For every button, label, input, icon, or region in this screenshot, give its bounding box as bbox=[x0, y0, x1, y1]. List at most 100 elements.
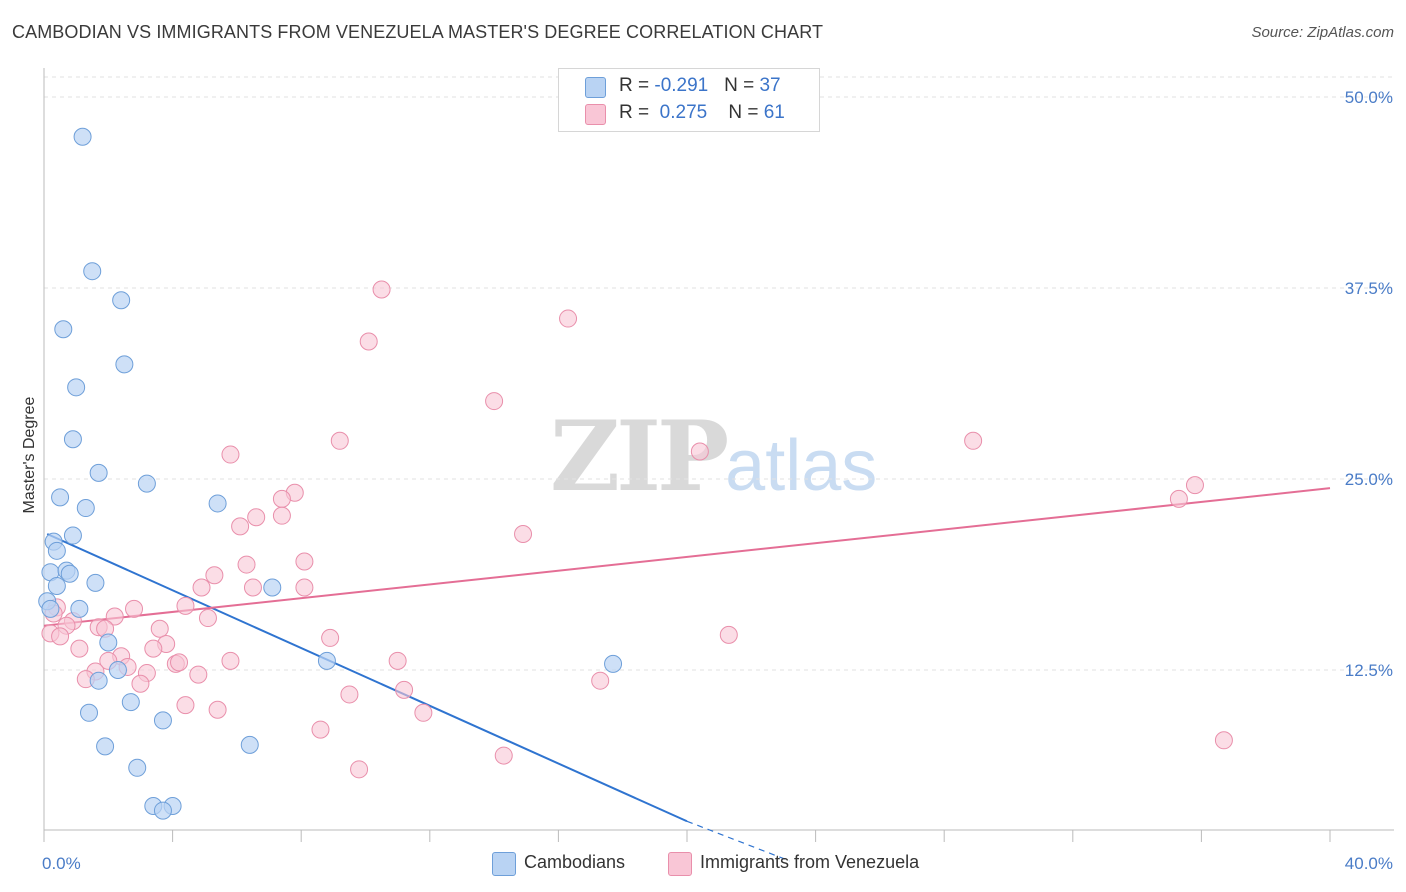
venezuela-point bbox=[208, 700, 227, 719]
cambodians-point bbox=[96, 737, 115, 756]
venezuela-point bbox=[125, 599, 144, 618]
venezuela-point bbox=[690, 442, 709, 461]
cambodians-point bbox=[51, 488, 70, 507]
venezuela-point bbox=[176, 596, 195, 615]
axes bbox=[43, 68, 1394, 842]
r-value: 0.275 bbox=[654, 102, 708, 123]
venezuela-point bbox=[1169, 489, 1188, 508]
cambodians-point bbox=[47, 541, 66, 560]
cambodians-point bbox=[67, 378, 86, 397]
chart-title: CAMBODIAN VS IMMIGRANTS FROM VENEZUELA M… bbox=[12, 22, 824, 42]
venezuela-point bbox=[295, 552, 314, 571]
venezuela-point bbox=[144, 639, 163, 658]
r-label: R = bbox=[619, 75, 655, 96]
cambodians-point bbox=[41, 599, 60, 618]
stats-legend: R = -0.291 N = 37 R = 0.275 N = 61 bbox=[558, 68, 820, 132]
tick-labels: 12.5% 25.0% 37.5% 50.0% 0.0% 40.0% bbox=[42, 88, 1393, 873]
venezuela-legend-swatch bbox=[668, 852, 692, 876]
cambodians-point bbox=[60, 564, 79, 583]
venezuela-point bbox=[192, 578, 211, 597]
cambodians-point bbox=[89, 671, 108, 690]
cambodians-trend bbox=[46, 533, 791, 862]
venezuela-point bbox=[414, 703, 433, 722]
n-label: N = bbox=[724, 75, 760, 96]
venezuela-point bbox=[559, 309, 578, 328]
venezuela-point bbox=[359, 332, 378, 351]
cambodians-point bbox=[83, 262, 102, 281]
cambodians-points bbox=[38, 127, 623, 820]
y-tick-label: 50.0% bbox=[1345, 88, 1393, 107]
venezuela-point bbox=[198, 609, 217, 628]
cambodians-point bbox=[63, 526, 82, 545]
venezuela-point bbox=[395, 680, 414, 699]
cambodians-point bbox=[263, 578, 282, 597]
y-tick-label: 12.5% bbox=[1345, 661, 1393, 680]
venezuela-point bbox=[221, 651, 240, 670]
venezuela-point bbox=[1185, 476, 1204, 495]
cambodians-point bbox=[80, 703, 99, 722]
venezuela-point bbox=[372, 280, 391, 299]
venezuela-point bbox=[321, 628, 340, 647]
venezuela-point bbox=[247, 508, 266, 527]
cambodians-legend-label: Cambodians bbox=[524, 852, 626, 872]
cambodians-point bbox=[99, 633, 118, 652]
venezuela-legend-label: Immigrants from Venezuela bbox=[700, 852, 920, 872]
cambodians-point bbox=[317, 651, 336, 670]
venezuela-point bbox=[388, 651, 407, 670]
cambodians-point bbox=[240, 735, 259, 754]
cambodians-point bbox=[86, 573, 105, 592]
venezuela-swatch bbox=[585, 104, 606, 125]
cambodians-swatch bbox=[585, 77, 606, 98]
cambodians-point bbox=[63, 430, 82, 449]
cambodians-point bbox=[76, 499, 95, 518]
venezuela-point bbox=[243, 578, 262, 597]
watermark-atlas: atlas bbox=[725, 426, 878, 506]
cambodians-point bbox=[89, 463, 108, 482]
n-label: N = bbox=[728, 102, 764, 123]
venezuela-point bbox=[719, 625, 738, 644]
venezuela-point bbox=[591, 671, 610, 690]
venezuela-point bbox=[311, 720, 330, 739]
cambodians-point bbox=[604, 654, 623, 673]
x-tick-label: 0.0% bbox=[42, 854, 81, 873]
cambodians-point bbox=[54, 320, 73, 339]
venezuela-point bbox=[485, 392, 504, 411]
cambodians-point bbox=[70, 599, 89, 618]
cambodians-point bbox=[112, 291, 131, 310]
venezuela-point bbox=[237, 555, 256, 574]
cambodians-point bbox=[108, 661, 127, 679]
x-tick-label: 40.0% bbox=[1345, 854, 1393, 873]
r-value: -0.291 bbox=[654, 75, 709, 96]
venezuela-point bbox=[176, 696, 195, 715]
venezuela-point bbox=[1214, 731, 1233, 750]
venezuela-point bbox=[105, 607, 124, 626]
venezuela-point bbox=[150, 619, 169, 638]
cambodians-legend-swatch bbox=[492, 852, 516, 876]
venezuela-point bbox=[964, 431, 983, 450]
venezuela-points bbox=[41, 280, 1233, 779]
n-value: 61 bbox=[763, 102, 785, 123]
cambodians-point bbox=[153, 801, 172, 820]
y-tick-label: 25.0% bbox=[1345, 470, 1393, 489]
venezuela-trend-line bbox=[43, 487, 1331, 627]
venezuela-point bbox=[350, 760, 369, 779]
venezuela-point bbox=[205, 566, 224, 585]
cambodians-point bbox=[115, 355, 134, 374]
y-axis-label: Master's Degree bbox=[21, 396, 38, 513]
venezuela-point bbox=[221, 445, 240, 464]
y-tick-label: 37.5% bbox=[1345, 279, 1393, 298]
series-legend: Cambodians Immigrants from Venezuela bbox=[0, 850, 1406, 880]
venezuela-point bbox=[340, 685, 359, 704]
venezuela-point bbox=[514, 525, 533, 544]
cambodians-point bbox=[73, 127, 92, 146]
venezuela-point bbox=[231, 517, 250, 536]
venezuela-point bbox=[70, 639, 89, 658]
cambodians-point bbox=[137, 474, 156, 493]
legend-text-cambodians: R = -0.291 N = 37 bbox=[619, 75, 781, 97]
venezuela-point bbox=[51, 627, 70, 646]
venezuela-point bbox=[494, 746, 513, 765]
venezuela-trend bbox=[43, 487, 1331, 627]
venezuela-point bbox=[295, 578, 314, 597]
source-label: Source: ZipAtlas.com bbox=[1251, 24, 1394, 41]
